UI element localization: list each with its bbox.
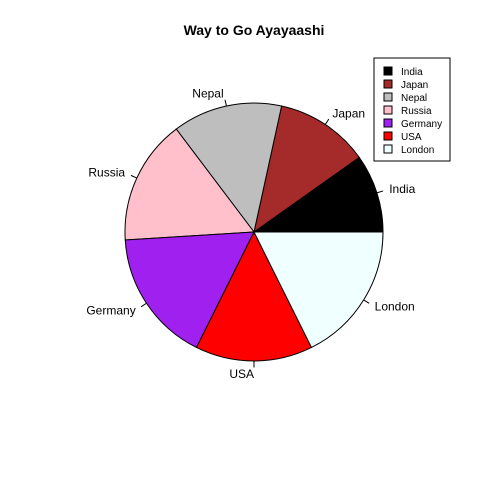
legend-label-india: India	[401, 67, 423, 78]
pie-slice-india	[252, 156, 384, 233]
legend-label-russia: Russia	[401, 106, 432, 117]
pie-slice-usa	[195, 230, 313, 362]
pie-slices	[124, 102, 384, 362]
label-tick-russia	[130, 174, 138, 179]
label-tick-germany	[140, 302, 147, 308]
pie-slice-japan	[253, 105, 360, 234]
legend-label-usa: USA	[401, 132, 422, 143]
legend: India Japan Nepal Russia Germany USA London	[373, 57, 451, 162]
slice-label-london: London	[375, 300, 415, 314]
slice-label-japan: Japan	[332, 107, 365, 121]
legend-swatch-london	[383, 144, 393, 154]
chart-title: Way to Go Ayayaashi	[184, 22, 325, 38]
slice-label-usa: USA	[229, 367, 254, 381]
slice-label-russia: Russia	[88, 166, 125, 180]
legend-swatch-india	[383, 66, 393, 76]
legend-swatch-usa	[383, 131, 393, 141]
slice-label-nepal: Nepal	[192, 86, 223, 100]
label-tick-london	[363, 299, 370, 304]
pie-slice-germany	[124, 231, 255, 349]
slice-label-india: India	[389, 182, 415, 196]
label-tick-japan	[324, 118, 330, 125]
pie-labels: India Japan Nepal Russia Germany USA London	[86, 86, 415, 381]
legend-swatch-germany	[383, 118, 393, 128]
pie-slice-nepal	[175, 102, 283, 234]
legend-label-london: London	[401, 145, 434, 156]
legend-swatch-nepal	[383, 92, 393, 102]
legend-label-germany: Germany	[401, 119, 442, 130]
slice-label-germany: Germany	[86, 303, 135, 317]
pie-slice-london	[253, 231, 384, 349]
label-tick-nepal	[224, 99, 227, 107]
label-tick-india	[376, 190, 384, 194]
legend-label-japan: Japan	[401, 80, 428, 91]
legend-label-nepal: Nepal	[401, 93, 427, 104]
legend-swatch-japan	[383, 79, 393, 89]
pie-slice-russia	[124, 128, 255, 241]
legend-swatch-russia	[383, 105, 393, 115]
